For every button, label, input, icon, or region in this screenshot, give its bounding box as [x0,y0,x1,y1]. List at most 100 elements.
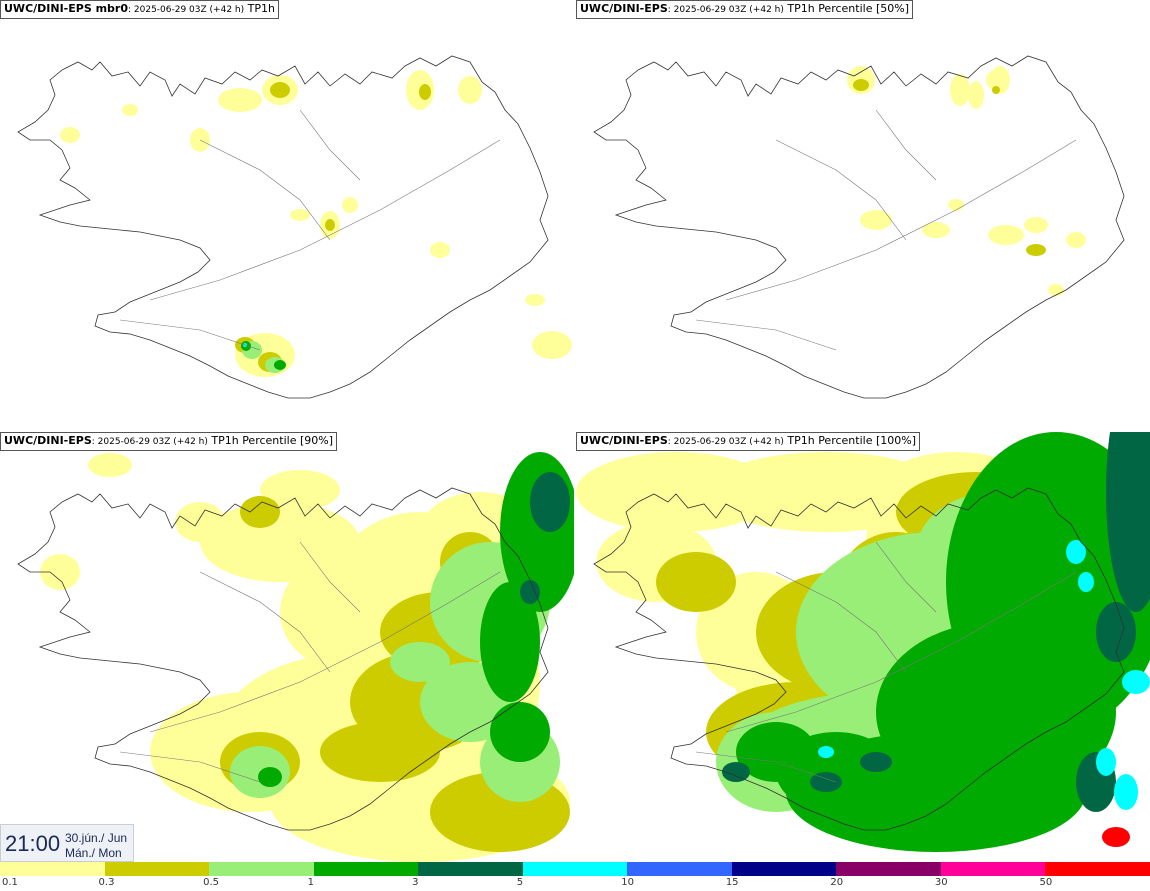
precip-area [810,772,842,792]
precip-area [948,199,964,211]
colorbar-tick-label: 0.5 [203,877,219,888]
precip-area [458,76,482,104]
precip-area [290,209,310,221]
colorbar-swatch [418,862,523,876]
precip-area [520,580,540,604]
road-line [299,541,361,613]
colorbar-tick-label: 15 [725,877,739,888]
precip-area [88,453,132,477]
precip-area [60,127,80,143]
precip-area [175,502,225,542]
colorbar-swatch [522,862,628,876]
colorbar-tick-label: 0.3 [98,877,115,888]
precip-area [525,294,545,306]
precip-area [274,360,286,370]
road-line [725,139,1077,301]
precip-area [922,222,950,238]
road-line [199,571,331,673]
precip-area [320,722,440,782]
map-panel-p90: UWC/DINI-EPS: 2025-06-29 03Z (+42 h) TP1… [0,432,574,862]
precip-area [1026,244,1046,256]
precip-area [122,104,138,116]
map-panel-p50: UWC/DINI-EPS: 2025-06-29 03Z (+42 h) TP1… [576,0,1150,430]
colorbar-tick-label: 50 [1039,877,1053,888]
precip-area [968,81,984,109]
precip-area [860,752,892,772]
iceland-map-p90 [17,452,574,862]
colorbar-tick-label: 3 [412,877,419,888]
road-line [149,139,501,301]
precip-area [240,496,280,528]
precip-area [736,722,816,782]
precip-area [1096,602,1136,662]
precip-area [1096,748,1116,776]
panel-title: UWC/DINI-EPS mbr0: 2025-06-29 03Z (+42 h… [0,0,279,19]
panel-title: UWC/DINI-EPS: 2025-06-29 03Z (+42 h) TP1… [576,432,920,451]
precip-area [40,554,80,590]
colorbar-tick-label: 1 [307,877,314,888]
precip-colorbar [0,862,1150,876]
iceland-map-member0 [17,55,572,399]
precip-area [530,472,570,532]
precip-area [1066,232,1086,248]
iceland-coastline [593,487,1125,831]
precip-area [490,702,550,762]
colorbar-swatch [209,862,314,876]
precip-area [1066,540,1086,564]
colorbar-tick-labels: 0.1 0.3 0.5 1 3 5 10 15 20 30 50 [0,876,1150,891]
colorbar-tick-label: 5 [516,877,524,888]
precip-area [342,197,358,213]
precip-area [860,210,892,230]
road-line [875,541,937,613]
road-line [695,319,837,351]
road-line [725,571,1077,733]
precip-area [325,219,335,231]
map-panel-p100: UWC/DINI-EPS: 2025-06-29 03Z (+42 h) TP1… [576,432,1150,862]
valid-date-line1: 30.jún./ Jun [65,831,128,845]
road-line [199,139,331,241]
road-line [119,319,261,351]
colorbar-swatch [731,862,837,876]
precip-area [270,82,290,98]
colorbar-tick-label: 10 [621,877,634,888]
road-line [299,109,361,181]
iceland-coastline [593,55,1125,399]
road-line [875,109,937,181]
precip-area [988,225,1024,245]
precip-area [722,762,750,782]
road-line [695,751,837,783]
valid-time: 21:00 [5,831,61,856]
iceland-map-p50 [593,55,1125,399]
panel-title: UWC/DINI-EPS: 2025-06-29 03Z (+42 h) TP1… [0,432,337,451]
colorbar-swatch [0,862,105,876]
precip-area [419,84,431,100]
precip-area [818,746,834,758]
colorbar-swatch [104,862,210,876]
colorbar-tick-label: 0.1 [2,877,18,888]
precip-area [1078,572,1094,592]
road-line [149,571,501,733]
precip-area [992,86,1000,94]
precip-area [390,642,450,682]
iceland-coastline [17,55,549,399]
precip-area [1114,774,1138,810]
precip-area [1102,827,1130,847]
colorbar-swatch [313,862,419,876]
precip-area [1122,670,1150,694]
precip-area [656,552,736,612]
precip-area [950,74,970,106]
road-line [775,571,907,673]
colorbar-swatch [836,862,941,876]
iceland-coastline [17,487,549,831]
precip-area [260,470,340,510]
road-line [119,751,261,783]
precip-area [480,582,540,702]
road-line [775,139,907,241]
precip-area [1106,432,1150,612]
valid-date-line2: Mán./ Mon [65,846,122,860]
precip-area [1024,217,1048,233]
precip-area [532,331,572,359]
colorbar-swatch [940,862,1046,876]
precip-area [1048,284,1064,296]
precip-area [218,88,262,112]
